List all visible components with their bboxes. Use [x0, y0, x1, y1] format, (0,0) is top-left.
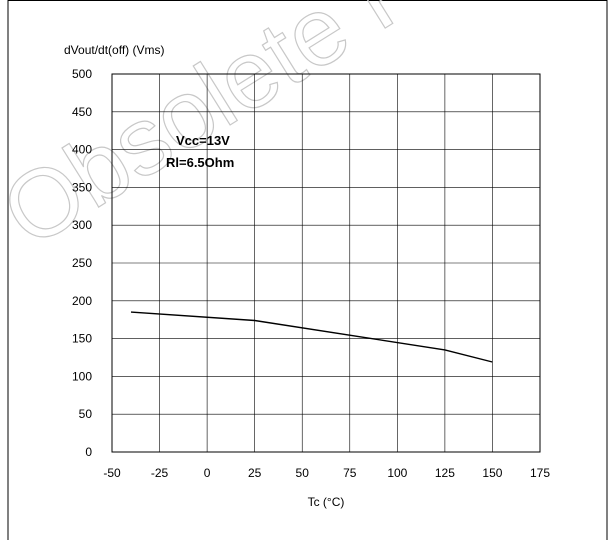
x-tick-label: -25: [151, 466, 169, 480]
y-tick-label: 0: [85, 445, 92, 459]
y-tick-label: 150: [72, 332, 92, 346]
y-tick-labels: 0 50 100 150 200 250 300 350 400 450 500: [72, 67, 92, 459]
x-tick-label: -50: [103, 466, 121, 480]
x-tick-labels: -50 -25 0 25 50 75 100 125 150 175: [103, 466, 550, 480]
x-tick-label: 150: [482, 466, 502, 480]
plot-area-border: [111, 73, 541, 453]
x-tick-label: 75: [343, 466, 357, 480]
grid: [111, 73, 541, 453]
series-group: [130, 311, 493, 363]
y-tick-label: 250: [72, 256, 92, 270]
x-tick-label: 100: [387, 466, 407, 480]
y-axis-label: dVout/dt(off) (Vms): [64, 43, 164, 57]
x-tick-label: 25: [248, 466, 262, 480]
x-axis-label: Tc (°C): [308, 495, 345, 509]
x-tick-label: 125: [435, 466, 455, 480]
x-tick-label: 50: [296, 466, 310, 480]
y-tick-label: 300: [72, 218, 92, 232]
y-tick-label: 50: [79, 407, 93, 421]
series-line: [130, 311, 493, 363]
x-tick-label: 175: [530, 466, 550, 480]
y-tick-label: 500: [72, 67, 92, 81]
y-tick-label: 400: [72, 143, 92, 157]
annotation-vcc: Vcc=13V: [176, 133, 230, 148]
x-tick-label: 0: [204, 466, 211, 480]
y-tick-label: 450: [72, 105, 92, 119]
y-tick-label: 350: [72, 180, 92, 194]
y-tick-label: 200: [72, 294, 92, 308]
annotation-rl: Rl=6.5Ohm: [166, 155, 234, 170]
y-tick-label: 100: [72, 369, 92, 383]
